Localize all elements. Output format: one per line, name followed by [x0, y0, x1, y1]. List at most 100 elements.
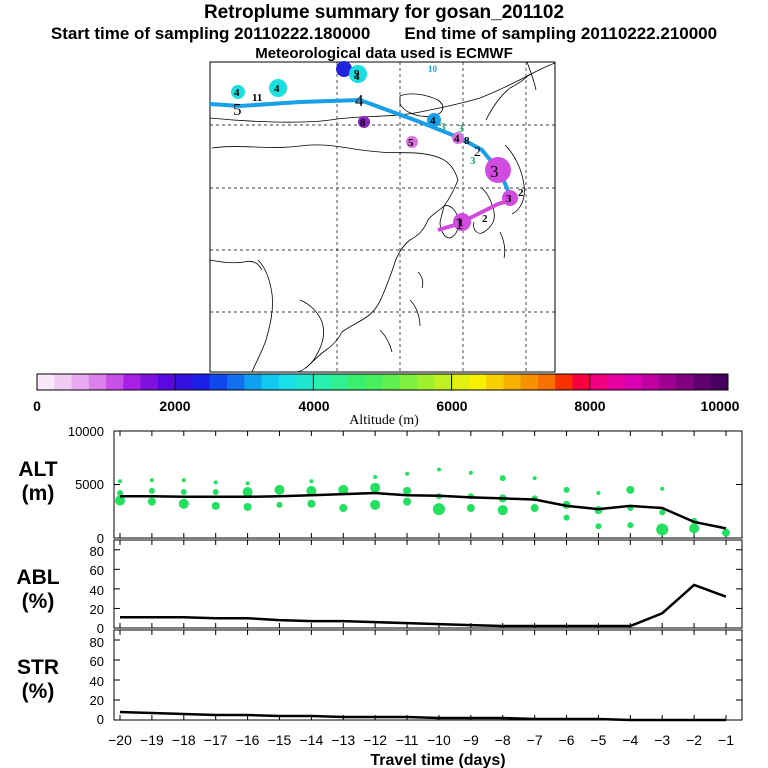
centroid-day-label: 4: [355, 91, 364, 110]
end-time-label: End time of sampling 20110222.210000: [404, 24, 718, 43]
colorbar-cell: [555, 374, 574, 390]
cluster-point: [499, 475, 506, 482]
map-cluster-label: 4: [430, 115, 436, 127]
cluster-point: [307, 499, 316, 508]
cluster-point: [497, 505, 508, 516]
cluster-point: [338, 484, 349, 495]
altitude-colorbar: 0 2000 4000 6000 8000 10000 Altitude (m): [33, 373, 740, 428]
map-cluster-label: 9: [354, 68, 360, 80]
map-cluster-label: 10: [428, 64, 438, 74]
cluster-point: [722, 528, 730, 537]
cluster-point: [659, 509, 666, 516]
colorbar-cell: [537, 374, 556, 390]
x-tick-label: −20: [108, 732, 132, 748]
abl-ytick-label: 40: [90, 583, 104, 598]
cluster-point: [595, 523, 602, 530]
map-gridlines: [210, 62, 555, 372]
met-data-label: Meteorological data used is ECMWF: [255, 45, 513, 62]
colorbar-tick-label: 4000: [298, 398, 329, 414]
colorbar-cell: [157, 374, 176, 390]
alt-ylabel: ALT: [18, 458, 57, 481]
colorbar-tick-label: 6000: [436, 398, 467, 414]
str-panel: STR (%) 0 20 40 60 80 −20 −19 −18 −17 −16 −15…: [17, 629, 743, 768]
cluster-point: [115, 495, 125, 506]
str-ytick-label: 0: [97, 712, 104, 727]
cluster-point: [436, 467, 441, 472]
str-ytick-label: 80: [90, 635, 104, 650]
colorbar-cell: [261, 374, 280, 390]
map-cluster-label: 4: [274, 83, 280, 95]
centroid-day-label: 3: [490, 162, 499, 181]
abl-ylabel: ABL: [16, 566, 59, 589]
colorbar-axis-label: Altitude (m): [349, 413, 419, 428]
trajectory-path-recent: [437, 198, 513, 232]
str-plot-frame: [113, 629, 743, 721]
map-frame: [209, 61, 556, 373]
colorbar-cell: [209, 374, 228, 390]
map-cluster-label: 2: [518, 187, 524, 199]
colorbar-cell: [607, 374, 625, 390]
cluster-circle: [269, 79, 287, 97]
alt-ytick-label: 10000: [68, 424, 104, 439]
cluster-point: [468, 470, 473, 475]
cluster-point: [212, 488, 219, 495]
cluster-point: [243, 502, 252, 511]
x-tick-label: −17: [204, 732, 228, 748]
cluster-point: [274, 484, 285, 495]
cluster-point: [370, 482, 381, 493]
centroid-day-label: 2: [474, 145, 481, 160]
colorbar-cell: [313, 374, 332, 390]
colorbar-cell: [37, 374, 55, 390]
map-cluster-label: 5: [408, 137, 414, 149]
colorbar-cell: [417, 374, 435, 390]
colorbar-cell: [451, 374, 470, 390]
cluster-point: [213, 480, 218, 485]
cluster-point: [245, 481, 250, 486]
cluster-point: [656, 523, 669, 536]
colorbar-cell: [175, 374, 193, 390]
cluster-point: [532, 476, 537, 481]
abl-ytick-label: 80: [90, 544, 104, 559]
cluster-point: [563, 514, 570, 521]
colorbar-cell: [486, 374, 504, 390]
cluster-circle: [406, 136, 418, 148]
map-cluster-label: 3: [440, 121, 446, 133]
str-ytick-label: 60: [90, 654, 104, 669]
cluster-point: [596, 491, 601, 496]
map-cluster-label: 1: [458, 217, 464, 229]
colorbar-cell: [658, 374, 677, 390]
colorbar-cell: [71, 374, 90, 390]
abl-plot-frame: [113, 539, 743, 629]
cluster-point: [118, 479, 122, 484]
cluster-point: [660, 486, 665, 491]
cluster-circle: [231, 85, 245, 99]
map-coastlines: [209, 61, 556, 373]
cluster-point: [306, 485, 317, 496]
start-time-label: Start time of sampling 20110222.180000: [50, 24, 371, 43]
colorbar-cell: [244, 374, 263, 390]
colorbar-cell: [140, 374, 159, 390]
x-tick-label: −2: [686, 732, 702, 748]
colorbar-cell: [382, 374, 401, 390]
colorbar-tick-label: 10000: [701, 398, 740, 414]
cluster-point: [211, 501, 220, 510]
series-line: [120, 583, 727, 628]
cluster-circle: [502, 190, 518, 206]
colorbar-cell: [347, 374, 366, 390]
abl-ytick-label: 60: [90, 563, 104, 578]
abl-panel: ABL (%) 0 20 40 60 80: [16, 539, 743, 636]
series-line: [120, 491, 727, 530]
colorbar-cell: [399, 374, 418, 390]
x-tick-label: −10: [427, 732, 451, 748]
colorbar-cell: [106, 374, 124, 390]
cluster-point: [466, 504, 475, 513]
colorbar-cell: [54, 374, 73, 390]
map-cluster-label: 2: [482, 213, 488, 225]
cluster-point: [148, 487, 155, 494]
cluster-circle: [349, 65, 367, 83]
str-ylabel-unit: (%): [22, 680, 55, 703]
map-cluster-label: 3: [470, 155, 476, 167]
x-tick-label: −8: [495, 732, 511, 748]
colorbar-cell: [624, 374, 643, 390]
